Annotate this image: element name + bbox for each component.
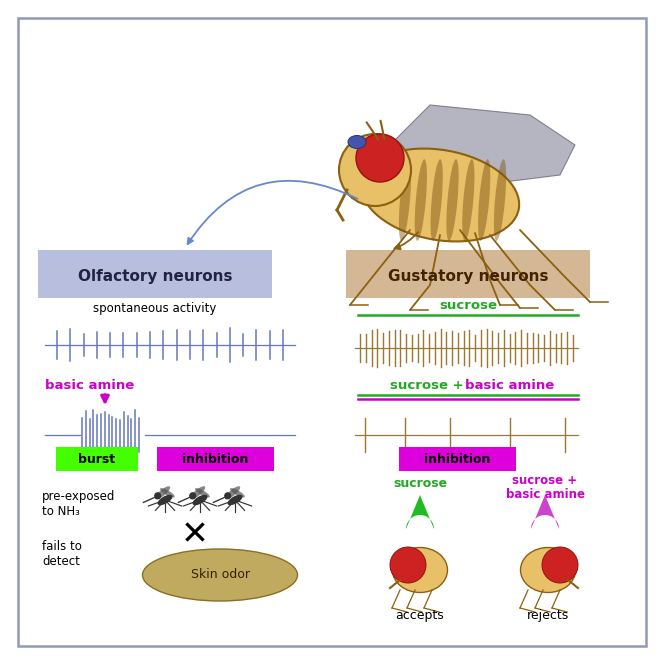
Text: basic amine: basic amine [45, 378, 135, 392]
Text: detect: detect [42, 555, 80, 568]
Ellipse shape [225, 486, 240, 499]
Circle shape [154, 492, 161, 499]
Text: sucrose: sucrose [439, 299, 497, 311]
Text: accepts: accepts [396, 608, 444, 622]
Ellipse shape [230, 488, 245, 497]
Text: Olfactory neurons: Olfactory neurons [78, 268, 232, 284]
Polygon shape [380, 105, 575, 185]
Ellipse shape [195, 488, 210, 497]
Text: basic amine: basic amine [505, 487, 584, 501]
Ellipse shape [348, 135, 366, 149]
FancyBboxPatch shape [157, 447, 274, 471]
Ellipse shape [415, 159, 427, 241]
Text: fails to: fails to [42, 540, 82, 553]
Text: ✕: ✕ [181, 519, 209, 552]
Ellipse shape [228, 495, 242, 505]
Ellipse shape [190, 486, 205, 499]
Ellipse shape [143, 549, 297, 601]
Ellipse shape [361, 149, 519, 242]
Ellipse shape [494, 159, 506, 241]
Ellipse shape [155, 486, 170, 499]
Ellipse shape [160, 488, 175, 497]
Ellipse shape [193, 495, 207, 505]
Circle shape [356, 134, 404, 182]
Text: burst: burst [78, 452, 116, 465]
Polygon shape [531, 495, 559, 529]
Circle shape [390, 547, 426, 583]
FancyBboxPatch shape [56, 447, 138, 471]
Text: pre-exposed: pre-exposed [42, 490, 116, 503]
Ellipse shape [446, 159, 459, 241]
Ellipse shape [392, 548, 448, 592]
Ellipse shape [157, 495, 173, 505]
Ellipse shape [399, 159, 411, 241]
Circle shape [542, 547, 578, 583]
Text: rejects: rejects [527, 608, 569, 622]
Ellipse shape [478, 159, 490, 241]
FancyBboxPatch shape [346, 250, 590, 298]
Text: sucrose +: sucrose + [390, 378, 468, 392]
Text: sucrose +: sucrose + [513, 473, 578, 487]
FancyBboxPatch shape [18, 18, 646, 646]
Ellipse shape [430, 159, 443, 241]
Text: Gustatory neurons: Gustatory neurons [388, 268, 548, 284]
Text: inhibition: inhibition [424, 452, 490, 465]
Text: inhibition: inhibition [182, 452, 248, 465]
Ellipse shape [521, 548, 576, 592]
FancyBboxPatch shape [399, 447, 516, 471]
Ellipse shape [462, 159, 475, 241]
Circle shape [339, 134, 411, 206]
Text: Skin odor: Skin odor [191, 568, 250, 582]
Text: sucrose: sucrose [393, 477, 447, 489]
Circle shape [224, 492, 231, 499]
Polygon shape [406, 495, 434, 529]
Text: basic amine: basic amine [465, 378, 554, 392]
Text: to NH₃: to NH₃ [42, 505, 80, 518]
Circle shape [189, 492, 197, 499]
Text: spontaneous activity: spontaneous activity [94, 301, 216, 315]
FancyBboxPatch shape [38, 250, 272, 298]
